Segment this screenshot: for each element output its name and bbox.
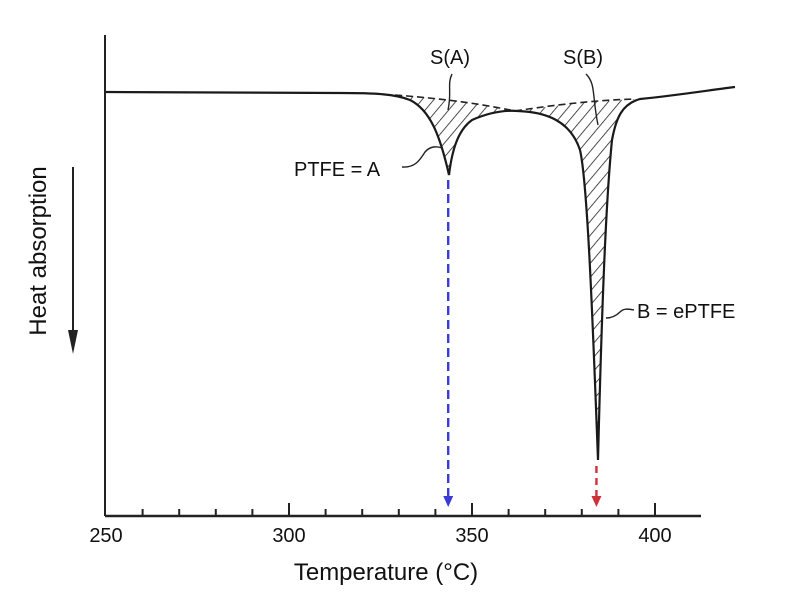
leader-b-eptfe [605,308,635,319]
leader-s-a [447,73,453,111]
label-ptfe-a: PTFE = A [294,159,381,181]
leader-s-b [585,73,599,126]
peak-b-marker-arrow [591,496,602,507]
x-tick-label: 250 [89,525,122,547]
dsc-curve [105,85,736,461]
label-s-a: S(A) [430,47,470,69]
y-axis-label: Heat absorption [25,166,52,335]
x-tick-label: 350 [455,525,488,547]
label-b-eptfe: B = ePTFE [637,301,735,323]
x-ticks [141,503,656,516]
area-s-b [515,99,635,460]
x-tick-labels: 250 300 350 400 [89,525,671,547]
heat-absorption-arrow-icon [68,330,78,354]
x-tick-label: 400 [638,525,671,547]
x-tick-label: 300 [272,525,305,547]
label-s-b: S(B) [563,47,603,69]
leader-ptfe-a [401,146,443,168]
x-axis-label: Temperature (°C) [294,559,478,586]
peak-a-marker-arrow [443,496,454,507]
